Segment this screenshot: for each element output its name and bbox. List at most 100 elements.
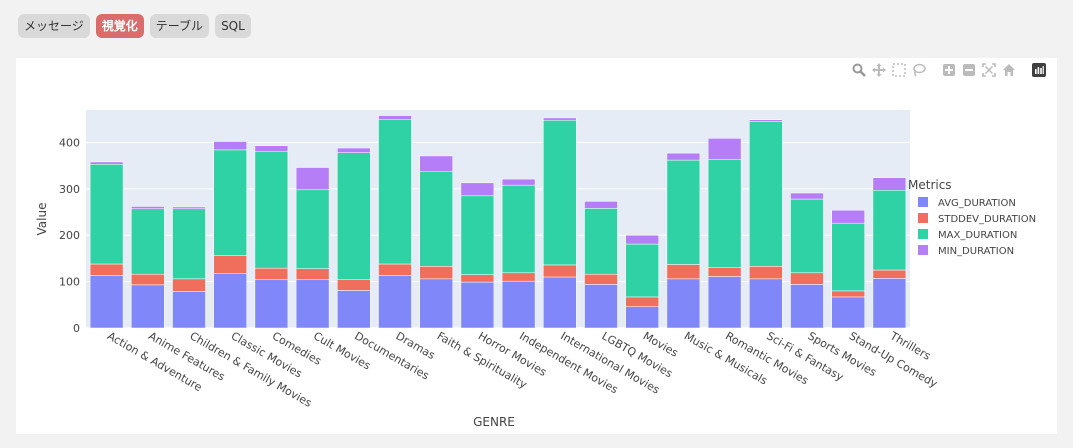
- bar-min-duration[interactable]: [831, 209, 865, 224]
- bar-stddev-duration[interactable]: [749, 266, 783, 280]
- bar-max-duration[interactable]: [131, 208, 165, 275]
- bar-min-duration[interactable]: [543, 117, 577, 121]
- bar-min-duration[interactable]: [707, 138, 742, 160]
- bar-stddev-duration[interactable]: [584, 273, 618, 285]
- bar-max-duration[interactable]: [707, 159, 742, 268]
- bar-min-duration[interactable]: [254, 145, 289, 152]
- bar-max-duration[interactable]: [790, 198, 824, 274]
- bar-min-duration[interactable]: [378, 115, 412, 120]
- bar-min-duration[interactable]: [666, 152, 701, 161]
- lasso-icon[interactable]: [911, 62, 927, 78]
- tab-sql[interactable]: SQL: [215, 14, 251, 38]
- bar-stddev-duration[interactable]: [254, 267, 289, 281]
- zoom-icon[interactable]: [851, 62, 867, 78]
- bar-stddev-duration[interactable]: [666, 264, 701, 280]
- tab-messages[interactable]: メッセージ: [18, 14, 90, 38]
- bar-stddev-duration[interactable]: [172, 278, 206, 292]
- bar-avg-duration[interactable]: [749, 278, 783, 329]
- bar-max-duration[interactable]: [872, 189, 907, 271]
- bar-stddev-duration[interactable]: [131, 273, 165, 286]
- bar-avg-duration[interactable]: [707, 276, 742, 329]
- zoom-in-icon[interactable]: [941, 62, 957, 78]
- bar-max-duration[interactable]: [543, 119, 577, 266]
- legend-swatch[interactable]: [918, 245, 928, 255]
- bar-min-duration[interactable]: [172, 206, 206, 210]
- bar-max-duration[interactable]: [749, 121, 783, 267]
- bar-avg-duration[interactable]: [295, 279, 330, 329]
- bar-max-duration[interactable]: [666, 159, 701, 265]
- bar-avg-duration[interactable]: [254, 279, 289, 329]
- reset-axes-icon[interactable]: [1001, 62, 1017, 78]
- bar-avg-duration[interactable]: [666, 278, 701, 329]
- bar-avg-duration[interactable]: [89, 275, 124, 329]
- bar-avg-duration[interactable]: [378, 275, 412, 329]
- bar-avg-duration[interactable]: [625, 306, 659, 329]
- pan-icon[interactable]: [871, 62, 887, 78]
- bar-avg-duration[interactable]: [172, 291, 206, 329]
- bar-avg-duration[interactable]: [543, 276, 577, 329]
- bar-stddev-duration[interactable]: [378, 263, 412, 276]
- box-select-icon[interactable]: [891, 62, 907, 78]
- bar-max-duration[interactable]: [625, 243, 659, 298]
- bar-stddev-duration[interactable]: [460, 274, 495, 283]
- bar-avg-duration[interactable]: [337, 290, 371, 329]
- bar-stddev-duration[interactable]: [89, 263, 124, 276]
- bar-stddev-duration[interactable]: [625, 296, 659, 307]
- bar-min-duration[interactable]: [213, 141, 247, 151]
- bar-max-duration[interactable]: [295, 189, 330, 269]
- bar-max-duration[interactable]: [584, 208, 618, 275]
- legend-label[interactable]: MIN_DURATION: [938, 246, 1014, 257]
- bar-stddev-duration[interactable]: [707, 267, 742, 277]
- tab-table[interactable]: テーブル: [149, 14, 210, 38]
- bar-max-duration[interactable]: [172, 208, 206, 280]
- bar-min-duration[interactable]: [460, 182, 495, 197]
- bar-avg-duration[interactable]: [831, 296, 865, 329]
- bar-avg-duration[interactable]: [460, 281, 495, 329]
- bar-avg-duration[interactable]: [584, 284, 618, 329]
- bar-stddev-duration[interactable]: [501, 272, 536, 282]
- bar-stddev-duration[interactable]: [419, 266, 453, 280]
- bar-min-duration[interactable]: [501, 178, 536, 186]
- bar-min-duration[interactable]: [337, 147, 371, 153]
- bar-min-duration[interactable]: [790, 192, 824, 200]
- bar-stddev-duration[interactable]: [337, 279, 371, 291]
- bar-min-duration[interactable]: [89, 161, 124, 165]
- tab-visualization[interactable]: 視覚化: [95, 14, 144, 38]
- bar-max-duration[interactable]: [501, 184, 536, 274]
- bar-max-duration[interactable]: [831, 222, 865, 292]
- bar-stddev-duration[interactable]: [831, 290, 865, 298]
- bar-max-duration[interactable]: [254, 151, 289, 269]
- bar-min-duration[interactable]: [419, 155, 453, 172]
- legend-label[interactable]: AVG_DURATION: [938, 198, 1016, 209]
- bar-min-duration[interactable]: [584, 201, 618, 209]
- bar-avg-duration[interactable]: [872, 278, 907, 329]
- autoscale-icon[interactable]: [981, 62, 997, 78]
- plotly-logo-icon[interactable]: [1031, 62, 1047, 78]
- bar-avg-duration[interactable]: [419, 278, 453, 329]
- bar-stddev-duration[interactable]: [543, 264, 577, 278]
- bar-max-duration[interactable]: [460, 195, 495, 275]
- bar-stddev-duration[interactable]: [872, 269, 907, 279]
- bar-stddev-duration[interactable]: [295, 268, 330, 281]
- legend-swatch[interactable]: [918, 229, 928, 239]
- bar-min-duration[interactable]: [872, 177, 907, 191]
- bar-min-duration[interactable]: [295, 167, 330, 191]
- bar-max-duration[interactable]: [419, 170, 453, 267]
- bar-avg-duration[interactable]: [213, 273, 247, 329]
- bar-stddev-duration[interactable]: [213, 255, 247, 274]
- legend-label[interactable]: STDDEV_DURATION: [938, 214, 1036, 225]
- bar-max-duration[interactable]: [213, 149, 247, 256]
- bar-max-duration[interactable]: [89, 164, 124, 265]
- bar-avg-duration[interactable]: [131, 284, 165, 329]
- bar-avg-duration[interactable]: [501, 280, 536, 329]
- bar-min-duration[interactable]: [625, 234, 659, 245]
- zoom-out-icon[interactable]: [961, 62, 977, 78]
- bar-max-duration[interactable]: [378, 119, 412, 265]
- legend-swatch[interactable]: [918, 213, 928, 223]
- bar-stddev-duration[interactable]: [790, 272, 824, 285]
- bar-avg-duration[interactable]: [790, 284, 824, 329]
- bar-min-duration[interactable]: [131, 206, 165, 210]
- legend-swatch[interactable]: [918, 197, 928, 207]
- bar-max-duration[interactable]: [337, 152, 371, 280]
- bar-min-duration[interactable]: [749, 119, 783, 122]
